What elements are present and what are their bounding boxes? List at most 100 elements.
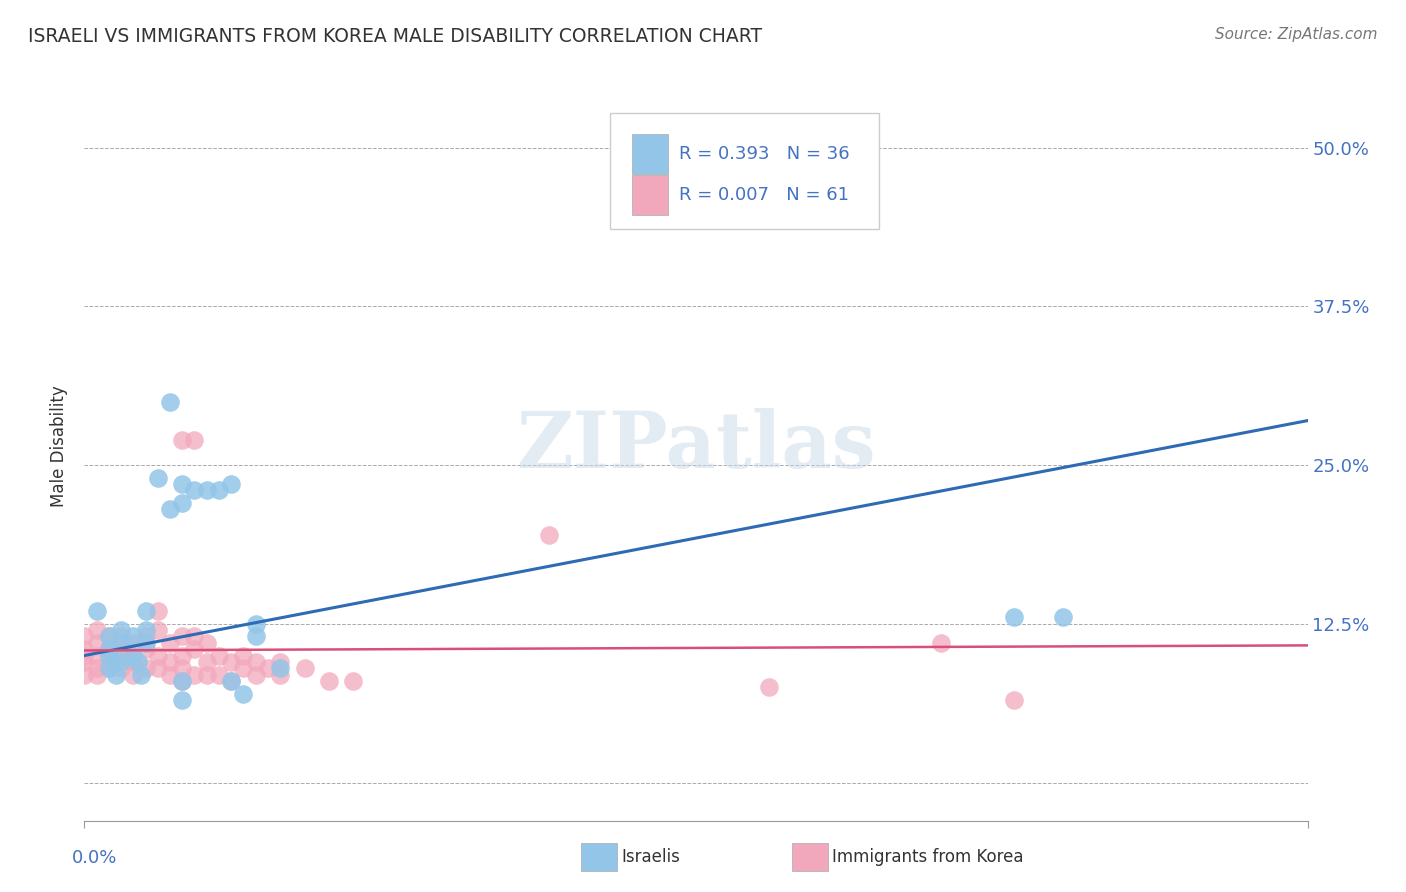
Point	[110, 648, 132, 663]
Text: ZIPatlas: ZIPatlas	[516, 408, 876, 484]
Point	[929, 636, 952, 650]
Point	[97, 642, 120, 657]
Point	[172, 477, 194, 491]
Point	[172, 630, 194, 644]
Point	[183, 667, 205, 681]
Point	[195, 667, 218, 681]
Point	[135, 630, 157, 644]
FancyBboxPatch shape	[633, 175, 668, 215]
Point	[208, 667, 231, 681]
Point	[73, 648, 96, 663]
Point	[86, 648, 108, 663]
Point	[110, 630, 132, 644]
Point	[97, 630, 120, 644]
Point	[122, 667, 145, 681]
Point	[110, 642, 132, 657]
Point	[135, 623, 157, 637]
Point	[110, 623, 132, 637]
Text: Israelis: Israelis	[621, 848, 681, 866]
Point	[538, 528, 561, 542]
Point	[232, 687, 254, 701]
Point	[146, 471, 169, 485]
Text: 0.0%: 0.0%	[72, 849, 118, 867]
Point	[129, 667, 152, 681]
Point	[86, 636, 108, 650]
Text: Immigrants from Korea: Immigrants from Korea	[832, 848, 1024, 866]
Point	[135, 636, 157, 650]
Point	[127, 655, 149, 669]
Point	[122, 630, 145, 644]
Point	[172, 673, 194, 688]
Point	[146, 661, 169, 675]
Point	[183, 433, 205, 447]
Point	[159, 636, 181, 650]
FancyBboxPatch shape	[633, 134, 668, 174]
Point	[183, 642, 205, 657]
Point	[294, 661, 316, 675]
Point	[269, 667, 291, 681]
Point	[122, 648, 145, 663]
Point	[122, 636, 145, 650]
Point	[172, 661, 194, 675]
FancyBboxPatch shape	[610, 112, 880, 228]
Point	[232, 661, 254, 675]
Point	[135, 642, 157, 657]
Point	[97, 648, 120, 663]
Point	[1002, 693, 1025, 707]
Point	[219, 655, 242, 669]
Point	[159, 394, 181, 409]
Point	[172, 648, 194, 663]
Point	[86, 661, 108, 675]
Point	[269, 655, 291, 669]
Text: ISRAELI VS IMMIGRANTS FROM KOREA MALE DISABILITY CORRELATION CHART: ISRAELI VS IMMIGRANTS FROM KOREA MALE DI…	[28, 27, 762, 45]
Point	[110, 661, 132, 675]
Point	[110, 636, 132, 650]
Point	[172, 496, 194, 510]
Point	[219, 477, 242, 491]
Point	[97, 661, 120, 675]
Point	[146, 623, 169, 637]
Point	[135, 661, 157, 675]
Point	[159, 667, 181, 681]
Point	[110, 655, 132, 669]
Text: Source: ZipAtlas.com: Source: ZipAtlas.com	[1215, 27, 1378, 42]
Point	[734, 166, 756, 180]
Point	[73, 667, 96, 681]
Point	[73, 630, 96, 644]
Point	[146, 604, 169, 618]
Point	[758, 681, 780, 695]
Point	[269, 661, 291, 675]
Y-axis label: Male Disability: Male Disability	[51, 385, 69, 507]
Point	[172, 673, 194, 688]
Text: R = 0.007   N = 61: R = 0.007 N = 61	[679, 186, 849, 204]
Point	[97, 648, 120, 663]
Point	[232, 648, 254, 663]
Point	[122, 655, 145, 669]
Point	[219, 673, 242, 688]
Point	[195, 655, 218, 669]
Point	[172, 693, 194, 707]
Point	[342, 673, 364, 688]
Point	[208, 648, 231, 663]
Point	[86, 667, 108, 681]
Point	[183, 630, 205, 644]
Point	[1002, 610, 1025, 624]
Point	[318, 673, 340, 688]
Point	[73, 642, 96, 657]
Point	[135, 604, 157, 618]
Point	[195, 483, 218, 498]
Point	[257, 661, 280, 675]
Point	[159, 502, 181, 516]
Point	[97, 630, 120, 644]
Point	[97, 642, 120, 657]
Point	[183, 483, 205, 498]
Point	[208, 483, 231, 498]
Point	[86, 604, 108, 618]
Text: R = 0.393   N = 36: R = 0.393 N = 36	[679, 145, 849, 162]
Point	[245, 616, 267, 631]
Point	[195, 636, 218, 650]
Point	[86, 623, 108, 637]
Point	[97, 661, 120, 675]
Point	[219, 673, 242, 688]
Point	[122, 648, 145, 663]
